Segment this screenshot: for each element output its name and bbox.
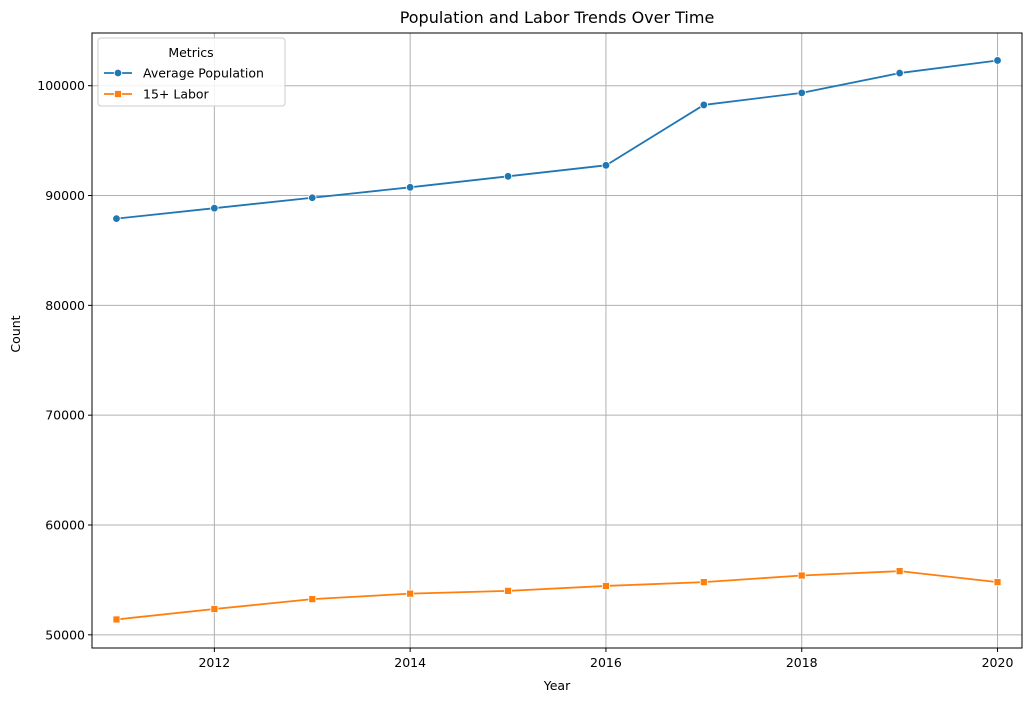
data-point bbox=[602, 582, 610, 590]
data-point bbox=[699, 100, 709, 110]
grid bbox=[92, 33, 1022, 648]
data-point bbox=[406, 589, 415, 598]
legend-label: 15+ Labor bbox=[143, 87, 210, 102]
series-1 bbox=[112, 567, 1002, 624]
x-tick-label: 2012 bbox=[198, 655, 230, 670]
data-point bbox=[993, 578, 1002, 587]
data-point bbox=[503, 172, 513, 181]
data-point bbox=[210, 605, 219, 613]
data-point bbox=[797, 571, 806, 580]
y-tick-label: 70000 bbox=[45, 408, 85, 423]
x-axis-label: Year bbox=[543, 678, 571, 693]
series-line bbox=[116, 59, 998, 220]
series-0 bbox=[112, 56, 1002, 223]
data-point bbox=[308, 595, 317, 604]
series-layer bbox=[112, 56, 1002, 624]
legend-marker bbox=[113, 68, 123, 78]
legend-box bbox=[97, 37, 286, 107]
data-point bbox=[797, 88, 806, 98]
data-point bbox=[699, 578, 708, 587]
y-tick-label: 50000 bbox=[45, 627, 85, 642]
legend-item: 15+ Labor bbox=[104, 87, 210, 102]
series-line bbox=[116, 570, 998, 621]
x-tick-label: 2018 bbox=[786, 655, 818, 670]
legend-label: Average Population bbox=[143, 66, 264, 81]
data-point bbox=[112, 214, 121, 223]
data-point bbox=[308, 193, 317, 202]
x-tick-label: 2014 bbox=[394, 655, 426, 670]
chart-title: Population and Labor Trends Over Time bbox=[400, 8, 715, 27]
y-tick-label: 90000 bbox=[45, 188, 85, 203]
legend-title: Metrics bbox=[168, 45, 213, 60]
legend-item: Average Population bbox=[104, 66, 264, 81]
data-point bbox=[895, 567, 904, 576]
plot-frame bbox=[91, 32, 1023, 649]
data-point bbox=[112, 615, 121, 624]
y-tick-label: 100000 bbox=[37, 78, 85, 93]
data-point bbox=[993, 56, 1002, 65]
legend-marker bbox=[114, 90, 122, 98]
data-point bbox=[504, 586, 512, 595]
data-point bbox=[601, 161, 611, 170]
data-point bbox=[895, 68, 904, 78]
x-tick-label: 2016 bbox=[590, 655, 622, 670]
data-point bbox=[405, 183, 415, 192]
y-tick-label: 80000 bbox=[45, 298, 85, 313]
ticks: 2012 2014 2016 2018 2020 50000 60000 70000 80000… bbox=[37, 78, 1013, 670]
legend: Metrics Average Population 15+ Labor bbox=[97, 37, 286, 107]
y-tick-label: 60000 bbox=[45, 518, 85, 533]
data-point bbox=[210, 203, 219, 213]
x-tick-label: 2020 bbox=[982, 655, 1014, 670]
y-axis-label: Count bbox=[8, 315, 23, 352]
